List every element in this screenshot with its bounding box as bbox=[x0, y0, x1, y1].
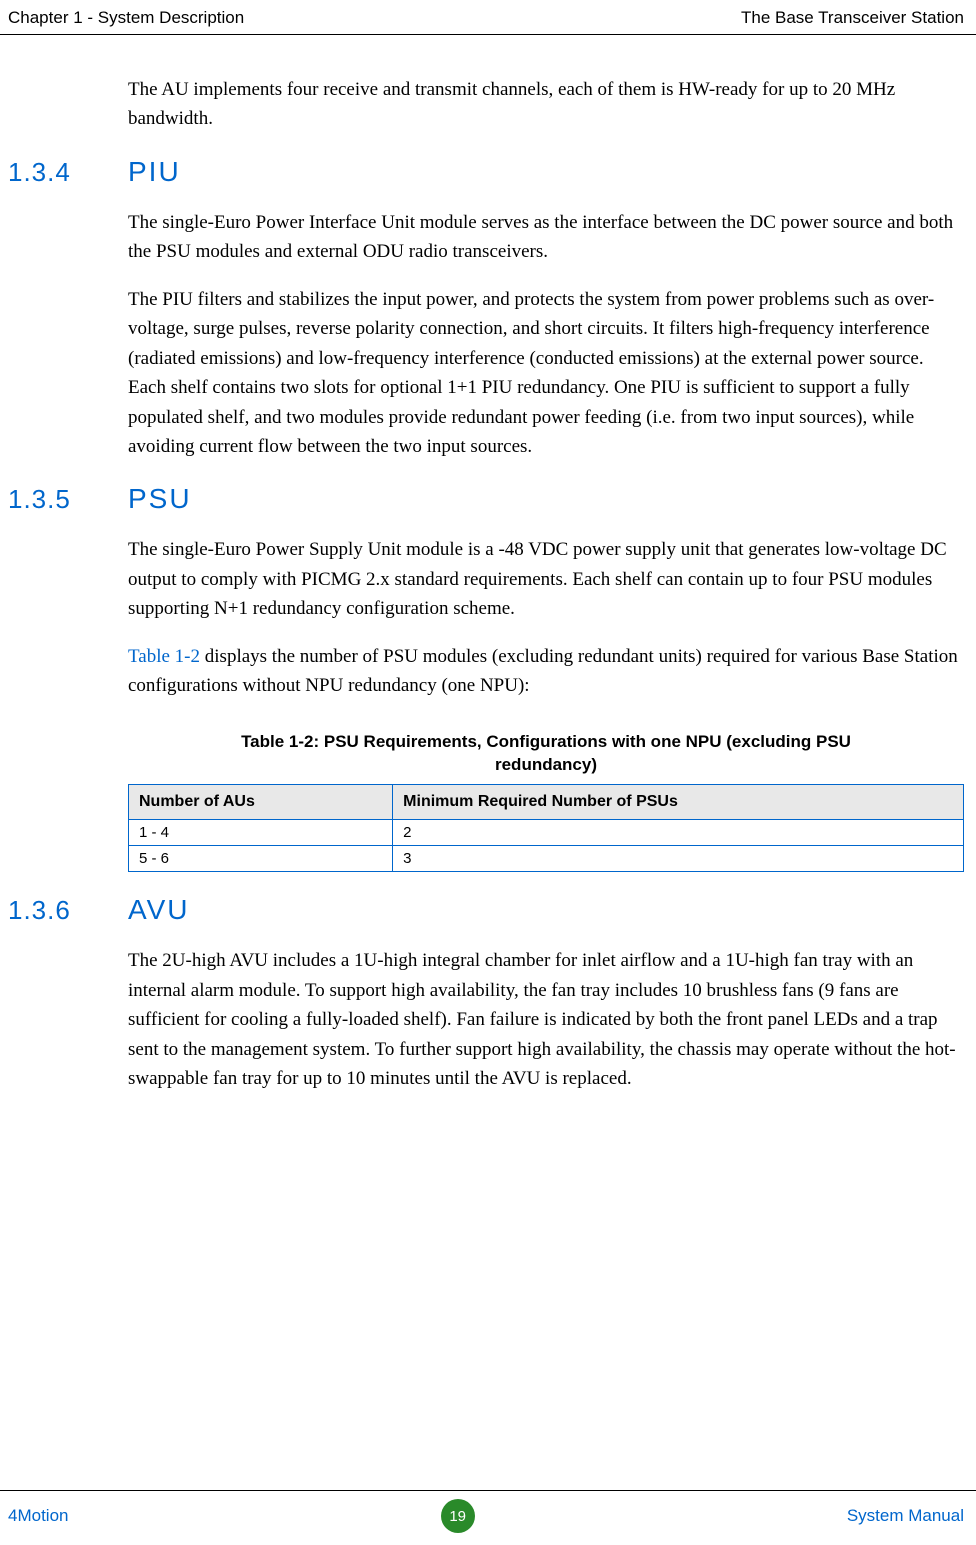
table-caption: Table 1-2: PSU Requirements, Configurati… bbox=[128, 731, 964, 777]
piu-paragraph-2: The PIU filters and stabilizes the input… bbox=[128, 285, 964, 462]
psu-table-wrap: Table 1-2: PSU Requirements, Configurati… bbox=[128, 731, 964, 873]
section-title: PSU bbox=[128, 483, 192, 515]
page-number-badge: 19 bbox=[441, 1499, 475, 1533]
header-right: The Base Transceiver Station bbox=[741, 8, 964, 28]
table-row: 5 - 6 3 bbox=[129, 846, 964, 872]
table-cell: 3 bbox=[393, 846, 964, 872]
table-header-cell: Minimum Required Number of PSUs bbox=[393, 785, 964, 820]
psu-paragraph-2: Table 1-2 displays the number of PSU mod… bbox=[128, 642, 964, 701]
section-heading-piu: 1.3.4 PIU bbox=[8, 156, 964, 188]
section-title: PIU bbox=[128, 156, 181, 188]
section-heading-psu: 1.3.5 PSU bbox=[8, 483, 964, 515]
footer-left: 4Motion bbox=[8, 1506, 68, 1526]
section-title: AVU bbox=[128, 894, 190, 926]
table-cell: 5 - 6 bbox=[129, 846, 393, 872]
footer-right: System Manual bbox=[847, 1506, 964, 1526]
table-crossref-link[interactable]: Table 1-2 bbox=[128, 646, 200, 667]
table-header-cell: Number of AUs bbox=[129, 785, 393, 820]
page-header: Chapter 1 - System Description The Base … bbox=[0, 0, 976, 35]
piu-paragraph-1: The single-Euro Power Interface Unit mod… bbox=[128, 208, 964, 267]
intro-paragraph: The AU implements four receive and trans… bbox=[128, 75, 964, 134]
section-number: 1.3.4 bbox=[8, 157, 128, 188]
page-footer: 4Motion 19 System Manual bbox=[0, 1490, 976, 1533]
avu-paragraph-1: The 2U-high AVU includes a 1U-high integ… bbox=[128, 946, 964, 1093]
header-left: Chapter 1 - System Description bbox=[8, 8, 244, 28]
psu-paragraph-1: The single-Euro Power Supply Unit module… bbox=[128, 535, 964, 623]
page-content: The AU implements four receive and trans… bbox=[0, 35, 976, 1094]
table-cell: 1 - 4 bbox=[129, 820, 393, 846]
table-cell: 2 bbox=[393, 820, 964, 846]
section-number: 1.3.5 bbox=[8, 484, 128, 515]
section-heading-avu: 1.3.6 AVU bbox=[8, 894, 964, 926]
table-header-row: Number of AUs Minimum Required Number of… bbox=[129, 785, 964, 820]
section-number: 1.3.6 bbox=[8, 895, 128, 926]
psu-paragraph-2-rest: displays the number of PSU modules (excl… bbox=[128, 646, 958, 696]
table-row: 1 - 4 2 bbox=[129, 820, 964, 846]
psu-requirements-table: Number of AUs Minimum Required Number of… bbox=[128, 784, 964, 872]
